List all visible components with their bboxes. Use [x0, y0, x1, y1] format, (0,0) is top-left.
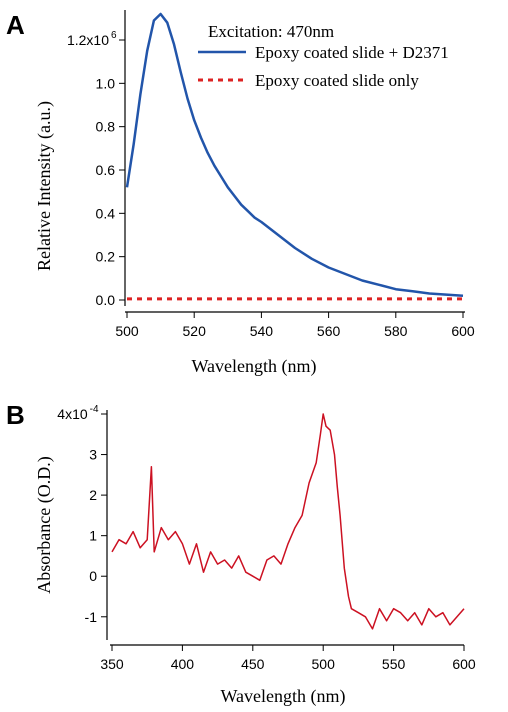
panel-b-x-tick-label: 350	[100, 656, 124, 672]
panel-a-x-tick-label: 540	[250, 323, 274, 339]
panel-a-y-tick-label: 1.0	[96, 75, 116, 91]
panel-a-y-tick-label: 0.8	[96, 119, 116, 135]
panel-b-x-tick-label: 400	[171, 656, 195, 672]
panel-b-x-tick-label: 550	[382, 656, 406, 672]
panel-a-y-exponent: 6	[111, 30, 117, 41]
panel-b-series-line-1	[111, 413, 465, 630]
panel-a-x-tick-label: 560	[317, 323, 341, 339]
panel-b-x-tick-label: 450	[241, 656, 265, 672]
panel-letter-a: A	[6, 10, 25, 40]
panel-a-chart: 0.0 0.2 0.4 0.6 0.8 1.0 1.2x10 6 500 520 540 560 58…	[34, 10, 475, 377]
panel-a-legend: Excitation: 470nm Epoxy coated slide + D…	[198, 22, 449, 90]
panel-a-y-tick-label: 0.0	[96, 292, 116, 308]
panel-b-y-tick-label: 4x10	[57, 406, 88, 422]
panel-b-x-axis-title: Wavelength (nm)	[220, 686, 345, 707]
panel-a-y-tick-label: 0.4	[96, 205, 116, 221]
panel-a-y-tick-label: 0.6	[96, 162, 116, 178]
panel-a-x-axis-title: Wavelength (nm)	[191, 356, 316, 377]
panel-a-y-tick-label: 0.2	[96, 249, 116, 265]
panel-b-y-tick-label: 3	[89, 447, 97, 463]
panel-letter-b: B	[6, 400, 25, 430]
panel-b-y-axis-title: Absorbance (O.D.)	[34, 456, 55, 593]
panel-b-y-tick-label: 1	[89, 528, 97, 544]
panel-a-series-line-1	[125, 12, 464, 297]
legend-title: Excitation: 470nm	[208, 22, 334, 41]
panel-b-chart: -1 0 1 2 3 4x10 -4 350 400 450 500 550 600 Waveleng…	[34, 404, 476, 707]
panel-a-x-tick-label: 500	[115, 323, 139, 339]
panel-b-y-tick-label: 2	[89, 487, 97, 503]
legend-entry-1: Epoxy coated slide + D2371	[255, 43, 449, 62]
panel-a-x-tick-label: 580	[384, 323, 408, 339]
panel-a-x-tick-label: 520	[183, 323, 207, 339]
panel-b-x-tick-label: 500	[312, 656, 336, 672]
panel-b-y-tick-label: -1	[85, 609, 98, 625]
panel-a-y-tick-label: 1.2x10	[67, 32, 109, 48]
panel-b-y-exponent: -4	[90, 404, 99, 415]
panel-a-x-tick-label: 600	[451, 323, 475, 339]
legend-entry-2: Epoxy coated slide only	[255, 71, 419, 90]
panel-b-y-tick-label: 0	[89, 568, 97, 584]
panel-a-y-axis-title: Relative Intensity (a.u.)	[34, 101, 55, 271]
panel-b-x-tick-label: 600	[452, 656, 476, 672]
